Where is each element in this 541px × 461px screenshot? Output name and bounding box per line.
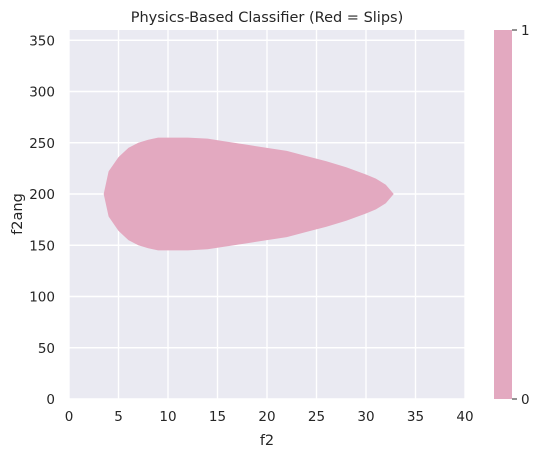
x-tick-label-0: 0 bbox=[65, 409, 74, 425]
colorbar-tick-label-0: 0 bbox=[521, 392, 530, 408]
y-tick-label-0: 0 bbox=[46, 392, 55, 408]
y-tick-label-6: 300 bbox=[29, 85, 55, 101]
chart-title: Physics-Based Classifier (Red = Slips) bbox=[131, 10, 404, 26]
y-tick-label-3: 150 bbox=[29, 238, 55, 254]
x-tick-label-7: 35 bbox=[407, 409, 424, 425]
y-tick-label-2: 100 bbox=[29, 290, 55, 306]
slip-region bbox=[103, 137, 394, 251]
colorbar bbox=[494, 30, 512, 399]
x-axis-label: f2 bbox=[260, 433, 274, 449]
x-tick-label-8: 40 bbox=[456, 409, 473, 425]
y-tick-label-5: 250 bbox=[29, 136, 55, 152]
y-tick-label-1: 50 bbox=[38, 341, 55, 357]
y-tick-label-7: 350 bbox=[29, 33, 55, 49]
x-tick-label-5: 25 bbox=[308, 409, 325, 425]
x-tick-labels: 0 5 10 15 20 25 30 35 40 bbox=[65, 409, 474, 425]
y-tick-label-4: 200 bbox=[29, 187, 55, 203]
x-tick-label-3: 15 bbox=[209, 409, 226, 425]
x-tick-label-1: 5 bbox=[114, 409, 123, 425]
slip-region-area bbox=[103, 137, 394, 251]
x-tick-label-2: 10 bbox=[159, 409, 176, 425]
y-tick-labels: 0 50 100 150 200 250 300 350 bbox=[29, 33, 55, 408]
colorbar-ticks: 01 bbox=[512, 23, 530, 408]
x-tick-label-6: 30 bbox=[357, 409, 374, 425]
y-axis-label: f2ang bbox=[10, 193, 26, 235]
x-tick-label-4: 20 bbox=[258, 409, 275, 425]
colorbar-tick-label-1: 1 bbox=[521, 23, 530, 39]
